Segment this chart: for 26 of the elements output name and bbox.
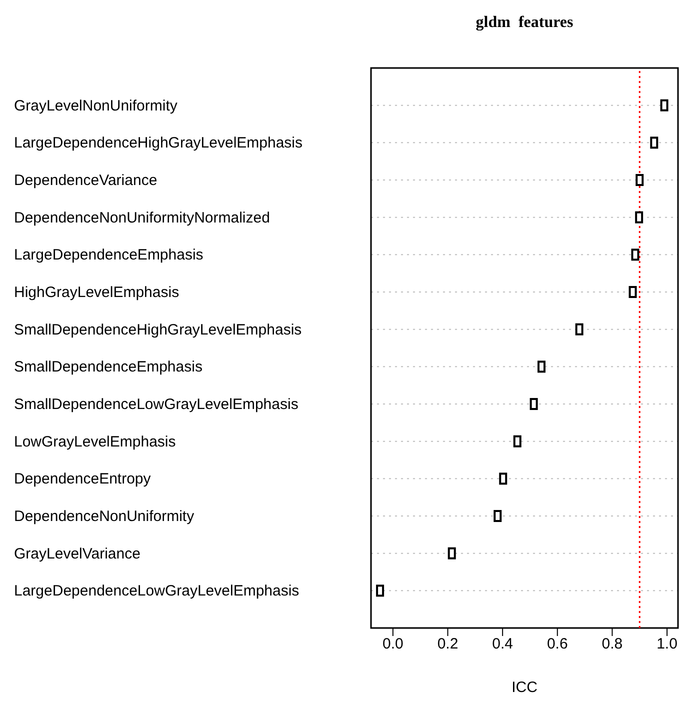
y-tick-label: DependenceNonUniformityNormalized — [14, 209, 270, 226]
x-axis-title: ICC — [512, 679, 538, 696]
point — [628, 286, 637, 298]
x-tick-label: 0.6 — [546, 636, 568, 653]
y-tick-label: SmallDependenceLowGrayLevelEmphasis — [14, 396, 298, 413]
point — [530, 398, 538, 410]
x-tick-label: 0.8 — [602, 636, 623, 653]
y-tick-label: LargeDependenceEmphasis — [14, 246, 204, 264]
point — [494, 510, 502, 522]
y-tick-label: SmallDependenceHighGrayLevelEmphasis — [14, 321, 302, 338]
y-tick-label: GrayLevelVariance — [14, 545, 140, 562]
x-tick-label: 0.4 — [492, 636, 513, 653]
y-tick-label: SmallDependenceEmphasis — [14, 358, 202, 376]
x-tick-label: 0.0 — [382, 636, 404, 653]
point — [636, 174, 644, 186]
y-tick-label: LargeDependenceHighGrayLevelEmphasis — [14, 134, 303, 152]
x-tick-label: 1.0 — [656, 636, 678, 653]
y-tick-label: GrayLevelNonUniformity — [14, 97, 178, 114]
y-tick-label: DependenceVariance — [14, 172, 158, 189]
x-tick-label: 0.2 — [437, 636, 458, 653]
y-tick-label: LargeDependenceLowGrayLevelEmphasis — [14, 582, 300, 600]
y-tick-label: DependenceEntropy — [14, 470, 152, 488]
y-tick-label: HighGrayLevelEmphasis — [14, 284, 180, 301]
y-tick-label: DependenceNonUniformity — [14, 508, 195, 525]
y-tick-label: LowGrayLevelEmphasis — [14, 433, 176, 450]
chart-title: gldm features — [474, 14, 574, 32]
